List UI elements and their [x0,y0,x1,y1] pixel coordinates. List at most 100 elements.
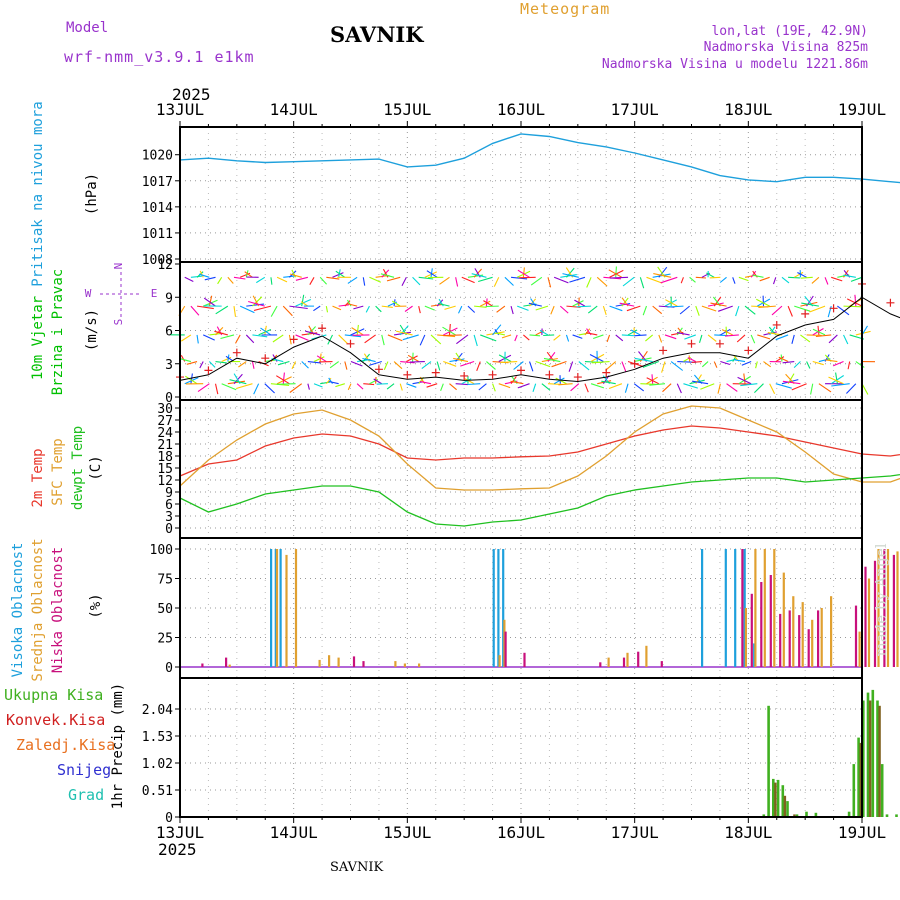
wind-barb-mark [649,383,666,386]
y-tick-label: 0 [165,661,173,676]
header-lonlat: lon,lat (19E, 42.9N) [711,24,868,39]
wind-barb-mark [307,360,321,364]
wind-barb-mark [782,380,801,385]
wind-barb-mark [565,334,570,342]
wind-barb-mark [788,276,800,279]
wind-barb-mark [363,383,375,386]
cloud-bar [773,549,776,667]
wind-barb-mark [640,383,656,385]
low-cloud-axis-label: Niska Oblacnost [50,547,66,673]
wind-barb-mark [800,276,813,279]
cloud-bar [337,657,340,667]
wind-barb-mark [691,360,702,363]
wind-barb-mark [233,373,243,385]
wind-barb-mark [203,297,216,307]
wind-barb-mark [811,276,820,284]
footer-location: SAVNIK [330,860,384,875]
wind-barb-mark [744,305,756,315]
wind-barb-mark [419,380,432,385]
wind-barb-mark [301,361,309,369]
wind-barb-mark [721,329,733,336]
wind-barb-mark [307,383,310,390]
precip-bar [885,814,889,817]
wind-barb-mark [180,358,192,363]
wind-barb-mark [608,269,623,278]
wind-barb-mark [758,305,776,309]
wind-barb-mark [782,360,795,364]
wind-gust-marker [488,370,497,379]
y-tick-label: 3 [165,358,173,373]
cloud-bar [864,566,867,667]
wind-barb-mark [793,361,801,368]
wind-barb-mark [661,361,666,373]
wind-barb-mark [810,383,814,395]
wind-barb-mark [522,267,525,278]
wind-barb-mark [772,277,777,285]
wind-barb-mark [837,274,850,278]
wind-barb-mark [732,355,738,362]
x-year-bottom: 2025 [158,840,197,859]
wind-unit-label: (m/s) [84,309,100,351]
y-tick-label: 0 [165,391,173,406]
wind-gust-marker [403,370,412,379]
x-tick-label-bottom: 16JUL [497,823,545,842]
cloud-bar [877,549,880,667]
wind-barb-mark [295,334,309,341]
cloud-bar [782,572,785,667]
cloud-bar [769,575,772,667]
y-tick-label: 0 [165,522,173,537]
cloud-bar [886,549,890,667]
wind-barb-mark [609,276,629,279]
wind-barb-mark [393,331,411,336]
cloud-unit-label: (%) [88,593,104,618]
wind-barb-mark [356,383,364,390]
x-tick-label-bottom: 14JUL [270,823,318,842]
wind-barb-mark [752,274,764,278]
wind-barb-mark [660,276,678,284]
wind-barb-mark [551,361,567,368]
wind-barb-mark [771,305,783,316]
wind-barb-mark [726,383,738,392]
wind-barb-mark [369,276,382,283]
wind-barb-mark [220,334,235,340]
wind-barb-mark [270,277,273,285]
cloud-bar [788,610,791,667]
temperature-series-line [179,473,900,527]
x-tick-label-bottom: 15JUL [383,823,431,842]
wind-barb-mark [313,305,321,312]
wind-barb-mark [347,383,352,391]
wind-barb-mark [709,276,721,279]
wind-barb-mark [606,334,611,343]
cloud-bar [394,661,397,667]
wind-barb-mark [386,276,401,282]
wind-barb-mark [282,372,285,384]
compass-south-label: S [112,319,125,326]
wind-barb-mark [605,361,617,371]
wind-barb-mark [270,305,278,317]
wind-barb-mark [523,334,530,341]
wind-gust-marker [517,366,525,375]
wind-barb-mark [190,275,202,278]
wind-barb-mark [501,334,512,339]
y-tick-label: 9 [165,291,173,306]
wind-gust-marker [801,309,810,318]
wind-barb-mark [381,334,385,346]
wind-barb-mark [197,383,210,393]
wind-barb-mark [553,377,565,385]
wind-speed-line [179,296,900,383]
wind-barb-mark [713,361,718,368]
wind-axis-label-2: Brzina i Pravac [50,269,66,395]
wind-barb-mark [543,357,561,363]
cloud-bar [854,605,858,667]
wind-barb-mark [664,334,677,340]
wind-gust-marker [289,335,298,344]
wind-barb-mark [356,324,359,336]
cloud-bar [228,664,231,667]
high-cloud-axis-label: Visoka Oblacnost [10,543,26,678]
cloud-bar [743,549,746,667]
wind-barb-mark [375,305,382,313]
cloud-bar [403,663,406,667]
wind-barb-mark [221,383,237,391]
wind-barb-mark [186,361,198,365]
x-tick-label-top: 17JUL [611,100,659,119]
